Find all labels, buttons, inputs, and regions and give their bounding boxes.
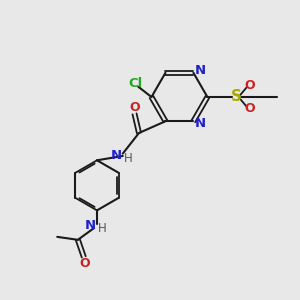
Text: O: O [245, 79, 255, 92]
Text: H: H [124, 152, 132, 165]
Text: O: O [129, 101, 140, 114]
Text: O: O [79, 257, 90, 270]
Text: N: N [111, 148, 122, 162]
Text: N: N [194, 117, 206, 130]
Text: N: N [194, 64, 206, 77]
Text: O: O [245, 102, 255, 115]
Text: Cl: Cl [128, 77, 142, 90]
Text: N: N [85, 220, 96, 232]
Text: H: H [98, 222, 107, 236]
Text: S: S [231, 89, 242, 104]
